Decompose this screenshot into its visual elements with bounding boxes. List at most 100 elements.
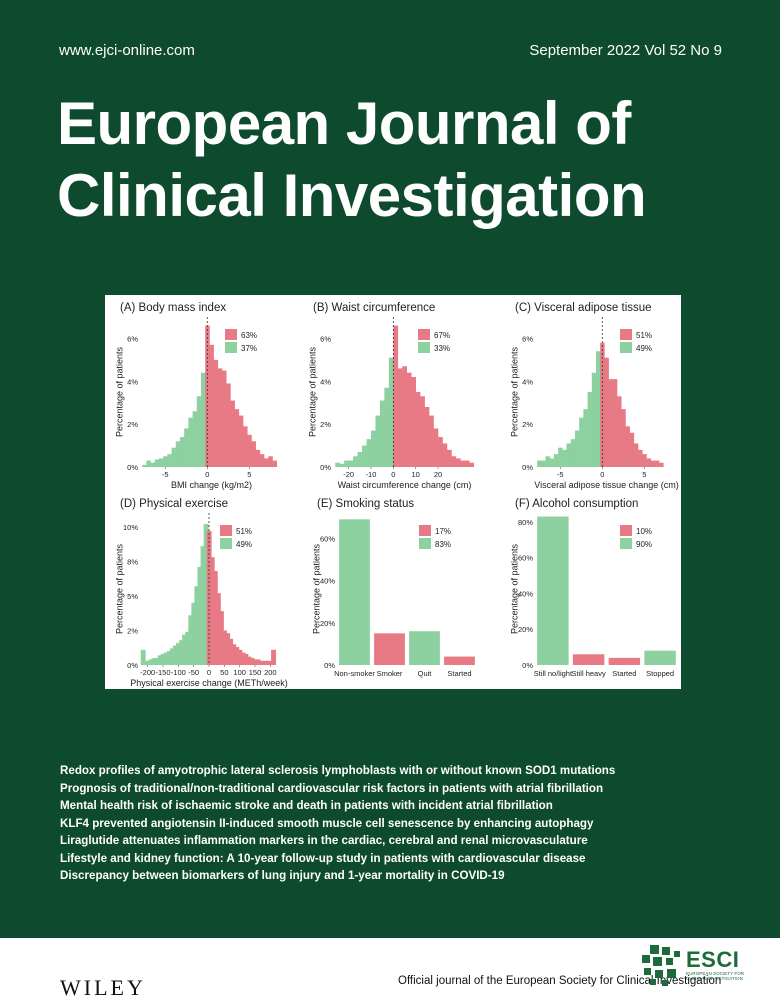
legend-label: 51% [236, 527, 252, 536]
histogram-bar [166, 651, 172, 665]
histogram-bar [595, 351, 601, 467]
histogram-bar [402, 366, 408, 467]
histogram-bar [230, 400, 235, 467]
article-title[interactable]: Discrepancy between biomarkers of lung i… [60, 869, 505, 882]
histogram-bar [237, 649, 243, 665]
histogram-bar [574, 430, 580, 467]
y-tick-label: 2% [127, 420, 138, 429]
legend-label: 83% [435, 540, 451, 549]
y-tick-label: 8% [127, 557, 138, 566]
esci-logo-icon [642, 945, 680, 986]
legend-label: 67% [434, 331, 450, 340]
article-title[interactable]: Prognosis of traditional/non-traditional… [60, 781, 604, 795]
histogram-bar [196, 396, 202, 467]
histogram-bar [344, 460, 349, 467]
legend-label: 90% [636, 540, 652, 549]
chart-title: (C) Visceral adipose tissue [515, 302, 652, 314]
legend-label: 51% [636, 331, 652, 340]
legend-label: 37% [241, 344, 257, 353]
y-tick-label: 0% [324, 661, 335, 670]
y-tick-label: 0% [522, 661, 533, 670]
x-tick-label: -50 [188, 668, 199, 677]
article-title[interactable]: KLF4 prevented angiotensin II-induced sm… [60, 816, 594, 830]
legend-swatch [418, 329, 430, 340]
x-tick-label: Still no/light [534, 669, 573, 678]
x-tick-label: 0 [205, 470, 209, 479]
bar [444, 656, 475, 665]
histogram-bar [234, 409, 240, 467]
esci-subtitle-line1: EUROPEAN SOCIETY FOR [686, 971, 745, 976]
article-title[interactable]: Liraglutide attenuates inflammation mark… [60, 834, 588, 847]
journal-title: European Journal of Clinical Investigati… [57, 88, 647, 232]
y-tick-label: 6% [320, 334, 331, 343]
histogram-bar [650, 460, 656, 467]
article-title[interactable]: Lifestyle and kidney function: A 10-year… [60, 851, 586, 865]
bar [374, 633, 405, 665]
y-axis-label: Percentage of patients [115, 543, 125, 634]
histogram-bar [621, 409, 626, 467]
x-tick-label: Started [447, 669, 471, 678]
histogram-bar [222, 370, 227, 467]
x-tick-label: 0 [207, 668, 211, 677]
bar [537, 516, 569, 665]
y-axis-label: Percentage of patients [510, 346, 520, 437]
x-tick-label: -5 [162, 470, 169, 479]
histogram-bar [357, 452, 363, 467]
histogram-bar [612, 379, 618, 467]
histogram-bar [537, 460, 542, 467]
y-tick-label: 60% [518, 554, 533, 563]
histogram-bar [339, 463, 345, 467]
x-tick-label: Started [612, 669, 636, 678]
y-tick-label: 0% [320, 463, 331, 472]
cover-figure-svg: (A) Body mass index Percentage of patient… [115, 302, 679, 688]
histogram-bar [469, 462, 475, 467]
legend-swatch [220, 525, 232, 536]
chart-title: (E) Smoking status [317, 498, 414, 510]
histogram-bar [424, 407, 430, 467]
histogram-bar [151, 658, 157, 665]
article-title[interactable]: Mental health risk of ischaemic stroke a… [60, 799, 553, 812]
histogram-bar [188, 417, 193, 467]
histogram-bar [148, 659, 154, 665]
histogram-bar [200, 372, 206, 467]
histogram-bar [240, 652, 246, 665]
histogram-bar [566, 443, 572, 467]
y-tick-label: 0% [127, 661, 138, 670]
histogram-bar [587, 392, 593, 467]
histogram-bar [184, 428, 189, 467]
histogram-bar [238, 415, 244, 467]
histogram-bar [182, 634, 188, 665]
x-tick-label: -150 [155, 668, 170, 677]
histogram-bar [384, 387, 390, 467]
histogram-bar [541, 460, 546, 467]
histogram-bar [348, 460, 354, 467]
histogram-bar [442, 443, 448, 467]
histogram-bar [194, 586, 200, 665]
histogram-bar [429, 415, 434, 467]
histogram-bar [379, 400, 385, 467]
histogram-bar [169, 648, 175, 665]
histogram-bar [209, 344, 214, 467]
x-tick-label: 5 [247, 470, 251, 479]
legend-swatch [220, 538, 232, 549]
y-tick-label: 2% [522, 420, 533, 429]
legend-label: 49% [636, 344, 652, 353]
histogram-bar [370, 430, 376, 467]
y-tick-label: 10% [123, 523, 138, 532]
legend-swatch [620, 342, 632, 353]
x-tick-label: -5 [557, 470, 564, 479]
histogram-bar [209, 557, 215, 665]
histogram-bar [362, 445, 367, 467]
histogram-bar [433, 428, 439, 467]
article-title[interactable]: Redox profiles of amyotrophic lateral sc… [60, 764, 616, 777]
histogram-bar [388, 357, 394, 467]
histogram-bar [176, 642, 181, 665]
x-tick-label: Smoker [377, 669, 403, 678]
article-list: Redox profiles of amyotrophic lateral sc… [60, 762, 615, 885]
histogram-bar [212, 571, 218, 665]
x-tick-label: -200 [140, 668, 155, 677]
x-tick-label: 5 [642, 470, 646, 479]
histogram-bar [222, 630, 227, 665]
histogram-bar [157, 655, 163, 665]
bar [608, 657, 641, 665]
